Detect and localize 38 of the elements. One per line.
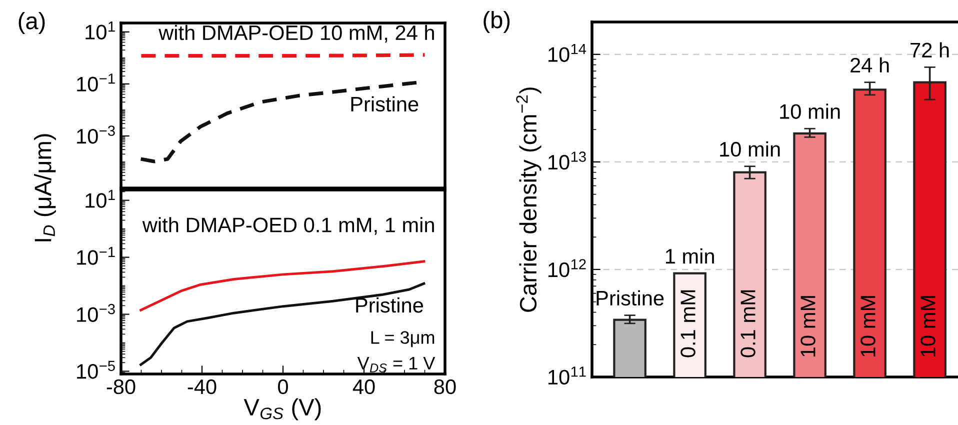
y-axis-title: Carrier density (cm$^{−2}$) (516, 88, 542, 312)
annotation: 24 h (850, 57, 889, 72)
annotation: with DMAP-OED 0.1 mM, 1 min (142, 217, 434, 235)
x-tick-label: -80 (106, 379, 136, 394)
y-tick-label: 10$^{1}$ (86, 22, 115, 40)
x-tick-label: 40 (352, 379, 375, 394)
x-tick-label: 80 (434, 379, 456, 394)
y-tick-label: 10$^{−1}$ (77, 74, 115, 92)
y-tick-label: 10$^{−3}$ (77, 304, 115, 322)
y-tick-label: 10$^{14}$ (548, 44, 586, 62)
annotation: 10 min (720, 141, 780, 157)
y-tick-label: 10$^{−1}$ (77, 246, 115, 265)
annotation: with DMAP-OED 10 mM, 24 h (158, 24, 434, 43)
y-tick-label: 10$^{12}$ (548, 259, 586, 278)
y-tick-label: 10$^{13}$ (548, 152, 586, 170)
y-tick-label: 10$^{−3}$ (77, 126, 115, 144)
annotation: 1 min (666, 248, 714, 264)
x-tick-label: -40 (188, 379, 216, 394)
annotation: 72 h (910, 42, 949, 58)
y-tick-label: 10$^{1}$ (86, 190, 115, 208)
y-tick-label: 10$^{−5}$ (77, 360, 115, 379)
y-tick-label: 10$^{11}$ (548, 366, 586, 385)
annotation: 10 mM (800, 296, 816, 356)
x-axis-title: V$_{GS}$ (V) (244, 398, 321, 420)
series-label: Pristine (356, 297, 424, 313)
line-series (140, 260, 426, 312)
series-label: Pristine (351, 96, 418, 112)
annotation: 0.1 mM (680, 290, 696, 358)
annotation: 10 min (780, 104, 840, 119)
y-axis-title: I$_{D}$ (μA/μm) (34, 134, 56, 242)
annotation: 10 mM (920, 296, 936, 356)
annotation: 0.1 mM (740, 290, 756, 358)
chart-title: (a) (18, 12, 45, 34)
chart-title: (b) (484, 10, 510, 33)
annotation: 10 mM (860, 296, 876, 356)
annotation: Pristine (596, 290, 664, 306)
x-tick-label: 0 (278, 379, 288, 394)
annotation: L = 3μm (371, 331, 434, 348)
